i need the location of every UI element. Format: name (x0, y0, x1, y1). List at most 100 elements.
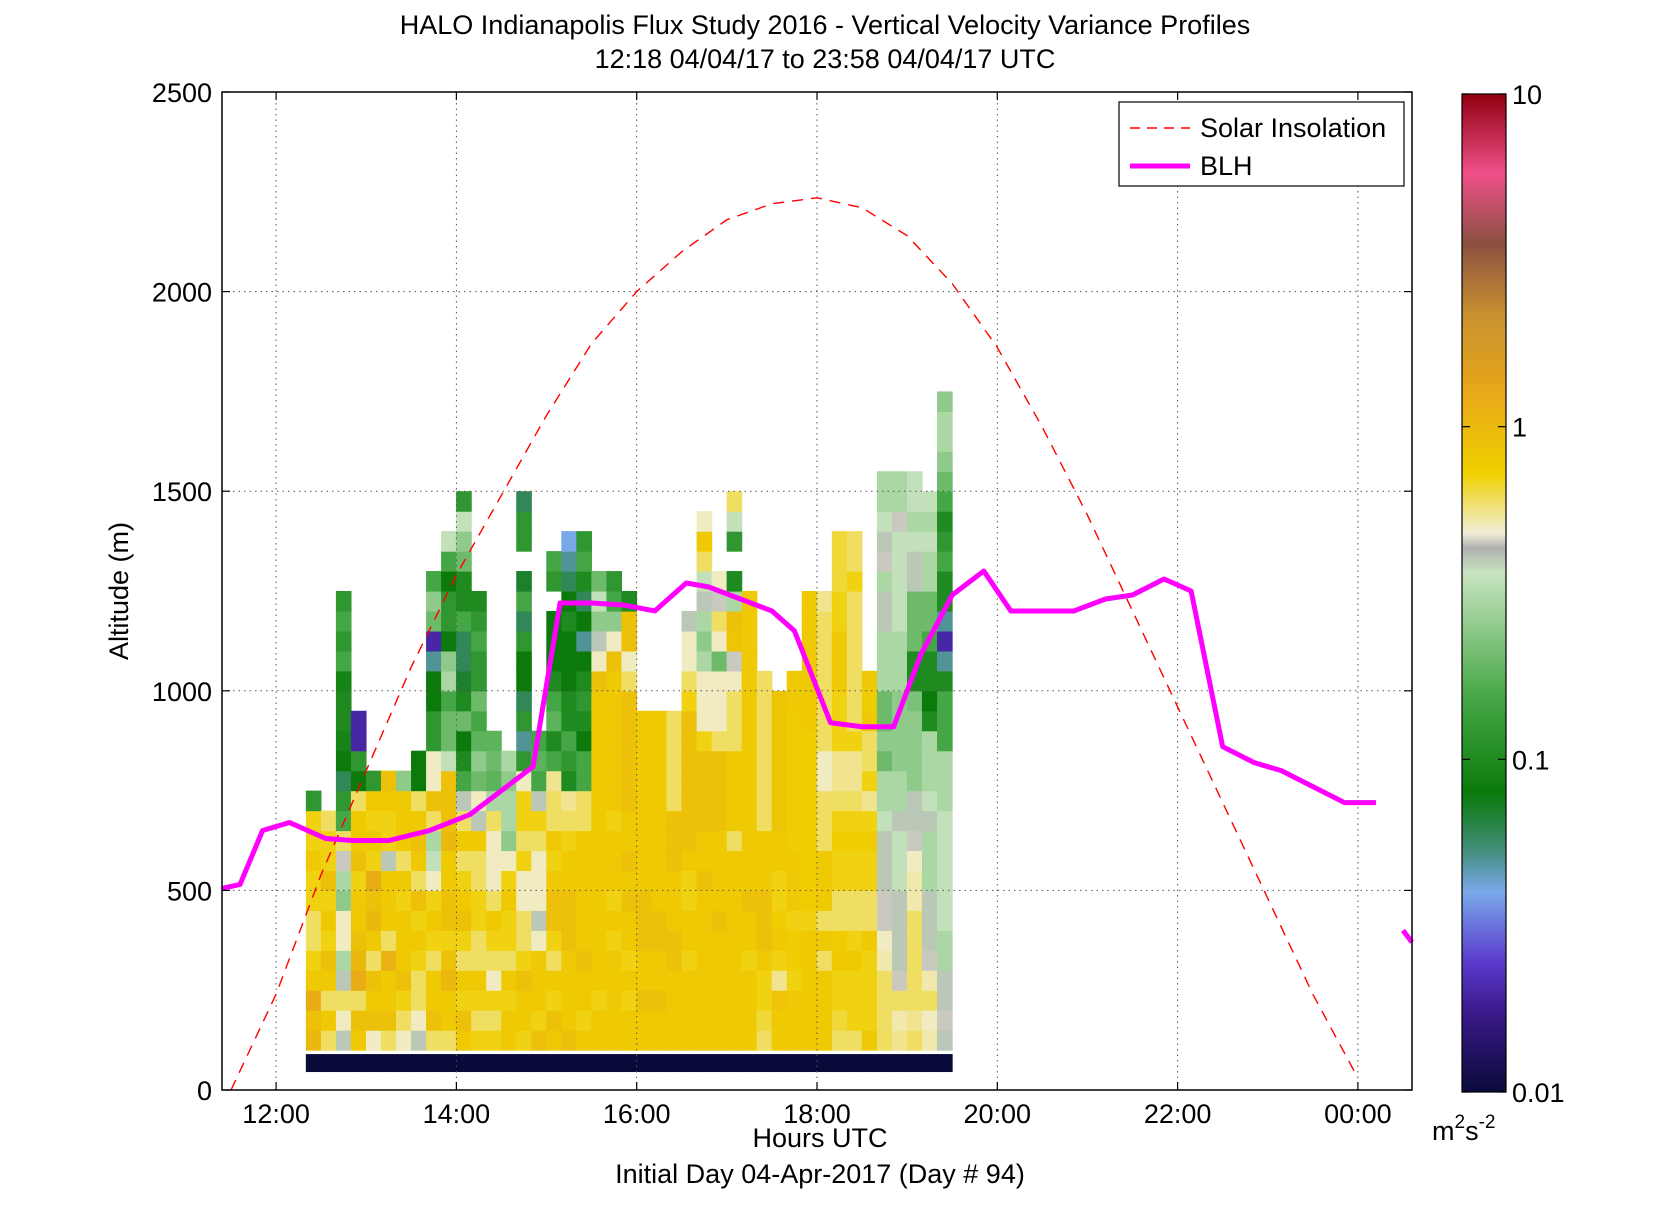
heatmap-cell (561, 531, 577, 552)
heatmap-cell (921, 531, 938, 552)
heatmap-cell (426, 970, 442, 991)
heatmap-cell (771, 830, 788, 852)
heatmap-cell (906, 531, 923, 552)
heatmap-cell (741, 910, 758, 931)
heatmap-cell (937, 850, 953, 872)
heatmap-cell (606, 930, 623, 951)
heatmap-cell (456, 650, 472, 672)
heatmap-cell (937, 431, 953, 452)
heatmap-cell (576, 630, 592, 652)
heatmap-cell (546, 770, 562, 792)
heatmap-cell (801, 630, 818, 652)
heatmap-cell (891, 591, 908, 612)
heatmap-cell (576, 551, 592, 572)
ground-band-cell (786, 1054, 803, 1073)
heatmap-cell (876, 830, 893, 852)
heatmap-cell (365, 1010, 382, 1031)
heatmap-cell (531, 790, 547, 812)
grid-lines (222, 92, 1412, 1090)
heatmap-cell (666, 730, 683, 752)
heatmap-cell (516, 930, 532, 951)
heatmap-cell (411, 950, 427, 971)
colorbar-unit: m2s-2 (1432, 1112, 1495, 1146)
heatmap-cell (441, 730, 457, 752)
heatmap-cell (786, 970, 803, 991)
heatmap-cell (846, 670, 863, 692)
heatmap-cell (756, 910, 773, 931)
heatmap-cell (921, 670, 938, 692)
heatmap-cell (816, 650, 833, 672)
heatmap-cell (726, 890, 743, 911)
heatmap-cell (591, 710, 608, 732)
heatmap-cell (350, 730, 367, 752)
heatmap-cell (921, 710, 938, 732)
heatmap-cell (861, 810, 878, 832)
heatmap-cell (335, 990, 352, 1011)
heatmap-cell (561, 930, 577, 951)
heatmap-cell (335, 750, 352, 772)
heatmap-cell (906, 950, 923, 971)
heatmap-cell (561, 750, 577, 772)
heatmap-cell (516, 610, 532, 632)
heatmap-cell (606, 910, 623, 931)
heatmap-cell (501, 810, 517, 832)
heatmap-cell (937, 830, 953, 852)
heatmap-cell (546, 690, 562, 712)
heatmap-cell (831, 850, 848, 872)
heatmap-cell (921, 750, 938, 772)
heatmap-cell (576, 750, 592, 772)
heatmap-cell (771, 690, 788, 712)
legend-box (1118, 101, 1405, 187)
heatmap-cell (591, 750, 608, 772)
ground-band-cell (891, 1054, 908, 1073)
heatmap-cell (741, 790, 758, 812)
ground-band-cell (756, 1054, 773, 1073)
heatmap-cell (426, 930, 442, 951)
heatmap-cell (546, 730, 562, 752)
heatmap-cell (681, 750, 698, 772)
heatmap-cell (591, 730, 608, 752)
heatmap-cell (681, 970, 698, 991)
heatmap-cell (456, 970, 472, 991)
heatmap-cell (937, 411, 953, 432)
heatmap-cell (486, 1030, 502, 1051)
heatmap-cell (350, 890, 367, 911)
heatmap-cell (801, 890, 818, 911)
heatmap-cell (531, 970, 547, 991)
heatmap-cell (456, 890, 472, 911)
heatmap-cell (696, 770, 713, 792)
heatmap-cell (831, 910, 848, 931)
heatmap-cell (456, 750, 472, 772)
heatmap-cell (666, 810, 683, 832)
heatmap-cell (380, 810, 397, 832)
heatmap-cell (831, 670, 848, 692)
heatmap-cell (786, 850, 803, 872)
heatmap-cell (456, 1010, 472, 1031)
heatmap-cell (726, 930, 743, 951)
heatmap-cell (471, 710, 487, 732)
heatmap-cell (921, 511, 938, 532)
heatmap-cell (696, 830, 713, 852)
heatmap-cell (921, 1010, 938, 1031)
heatmap-cell (726, 571, 743, 592)
heatmap-cell (906, 710, 923, 732)
heatmap-cell (621, 790, 638, 812)
heatmap-cell (801, 870, 818, 891)
heatmap-cell (606, 830, 623, 852)
heatmap-cell (801, 790, 818, 812)
heatmap-cell (561, 650, 577, 672)
heatmap-cell (741, 670, 758, 692)
heatmap-cell (726, 730, 743, 752)
heatmap-cell (876, 970, 893, 991)
heatmap-cell (756, 830, 773, 852)
heatmap-cell (335, 890, 352, 911)
heatmap-cell (531, 890, 547, 911)
heatmap-cell (606, 630, 623, 652)
heatmap-cell (891, 730, 908, 752)
heatmap-cell (816, 970, 833, 991)
ground-band-cell (636, 1054, 653, 1073)
heatmap-cell (937, 990, 953, 1011)
heatmap-cell (441, 551, 457, 572)
heatmap-cell (441, 830, 457, 852)
heatmap-cell (396, 970, 412, 991)
